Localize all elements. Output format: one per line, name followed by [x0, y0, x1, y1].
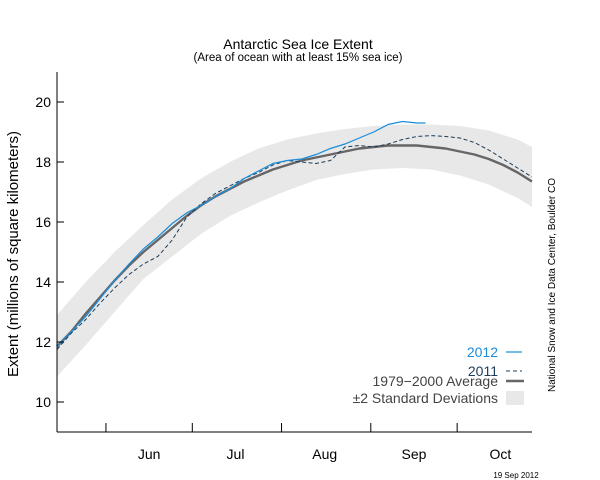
side-credit: National Snow and Ice Data Center, Bould… — [547, 178, 558, 392]
legend-label-2011: 2011 — [468, 363, 498, 379]
x-tick-label: Jul — [227, 446, 245, 462]
std-dev-band-layer — [57, 124, 532, 377]
y-tick-label: 10 — [35, 394, 51, 410]
axes — [56, 72, 532, 433]
date-stamp: 19 Sep 2012 — [493, 471, 539, 480]
y-ticks: 10 12 14 16 18 20 — [35, 94, 64, 410]
x-ticks: Jun Jul Aug Sep Oct — [105, 423, 511, 462]
chart-title: Antarctic Sea Ice Extent — [223, 36, 373, 52]
y-tick-label: 16 — [35, 214, 51, 230]
legend-label-average: 1979−2000 Average — [373, 373, 499, 389]
std-dev-band — [57, 124, 532, 377]
series-line-average — [56, 144, 533, 348]
legend-label-std-dev: ±2 Standard Deviations — [353, 390, 498, 406]
y-tick-label: 18 — [35, 154, 51, 170]
y-tick-label: 12 — [35, 334, 51, 350]
plot-area — [56, 120, 533, 377]
x-tick-label: Aug — [312, 446, 337, 462]
series-line-layer — [56, 120, 533, 350]
series-line-2011 — [56, 135, 533, 350]
chart-subtitle: (Area of ocean with at least 15% sea ice… — [193, 52, 402, 64]
legend-swatch-std-dev — [506, 391, 524, 405]
y-tick-label: 14 — [35, 274, 51, 290]
x-tick-label: Oct — [489, 446, 511, 462]
x-tick-label: Sep — [402, 446, 427, 462]
series-line-2012 — [56, 120, 426, 347]
y-tick-label: 20 — [35, 94, 51, 110]
x-tick-label: Jun — [138, 446, 161, 462]
legend-label-2012: 2012 — [467, 344, 498, 360]
y-axis-label: Extent (millions of square kilometers) — [5, 131, 22, 377]
